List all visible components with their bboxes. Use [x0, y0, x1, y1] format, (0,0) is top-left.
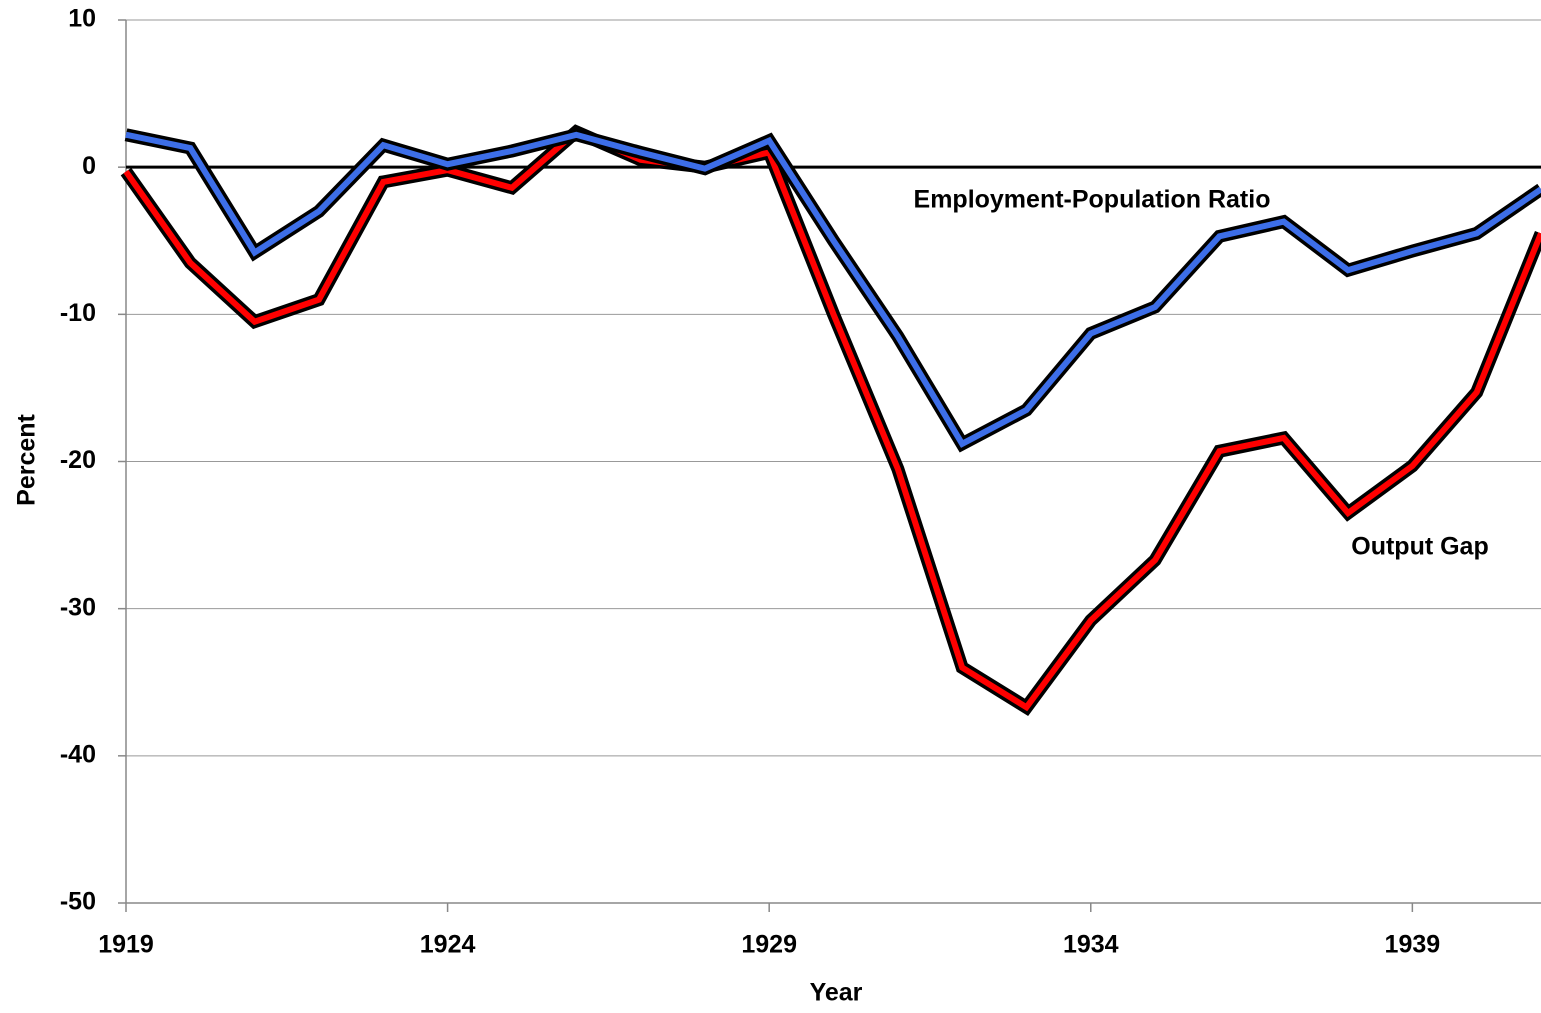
y-tick-label: -50: [60, 888, 96, 916]
line: [123, 128, 1541, 712]
x-axis-label: Year: [810, 979, 863, 1007]
line-outline: [124, 128, 1541, 453]
x-tick-label: 1934: [1063, 931, 1119, 959]
y-tick-label: 10: [68, 5, 96, 33]
y-axis-label: Percent: [13, 413, 41, 505]
series-label: Employment-Population Ratio: [914, 186, 1271, 214]
series-label: Output Gap: [1351, 533, 1488, 561]
line-outline: [120, 124, 1541, 716]
line: [125, 131, 1541, 448]
y-tick-label: -20: [60, 446, 96, 474]
y-tick-label: -30: [60, 593, 96, 621]
y-tick-label: -40: [60, 740, 96, 768]
y-tick-label: 0: [82, 152, 96, 180]
x-tick-label: 1929: [741, 931, 797, 959]
x-tick-label: 1924: [420, 931, 476, 959]
y-tick-label: -10: [60, 299, 96, 327]
x-tick-label: 1939: [1385, 931, 1441, 959]
x-tick-label: 1919: [98, 931, 154, 959]
